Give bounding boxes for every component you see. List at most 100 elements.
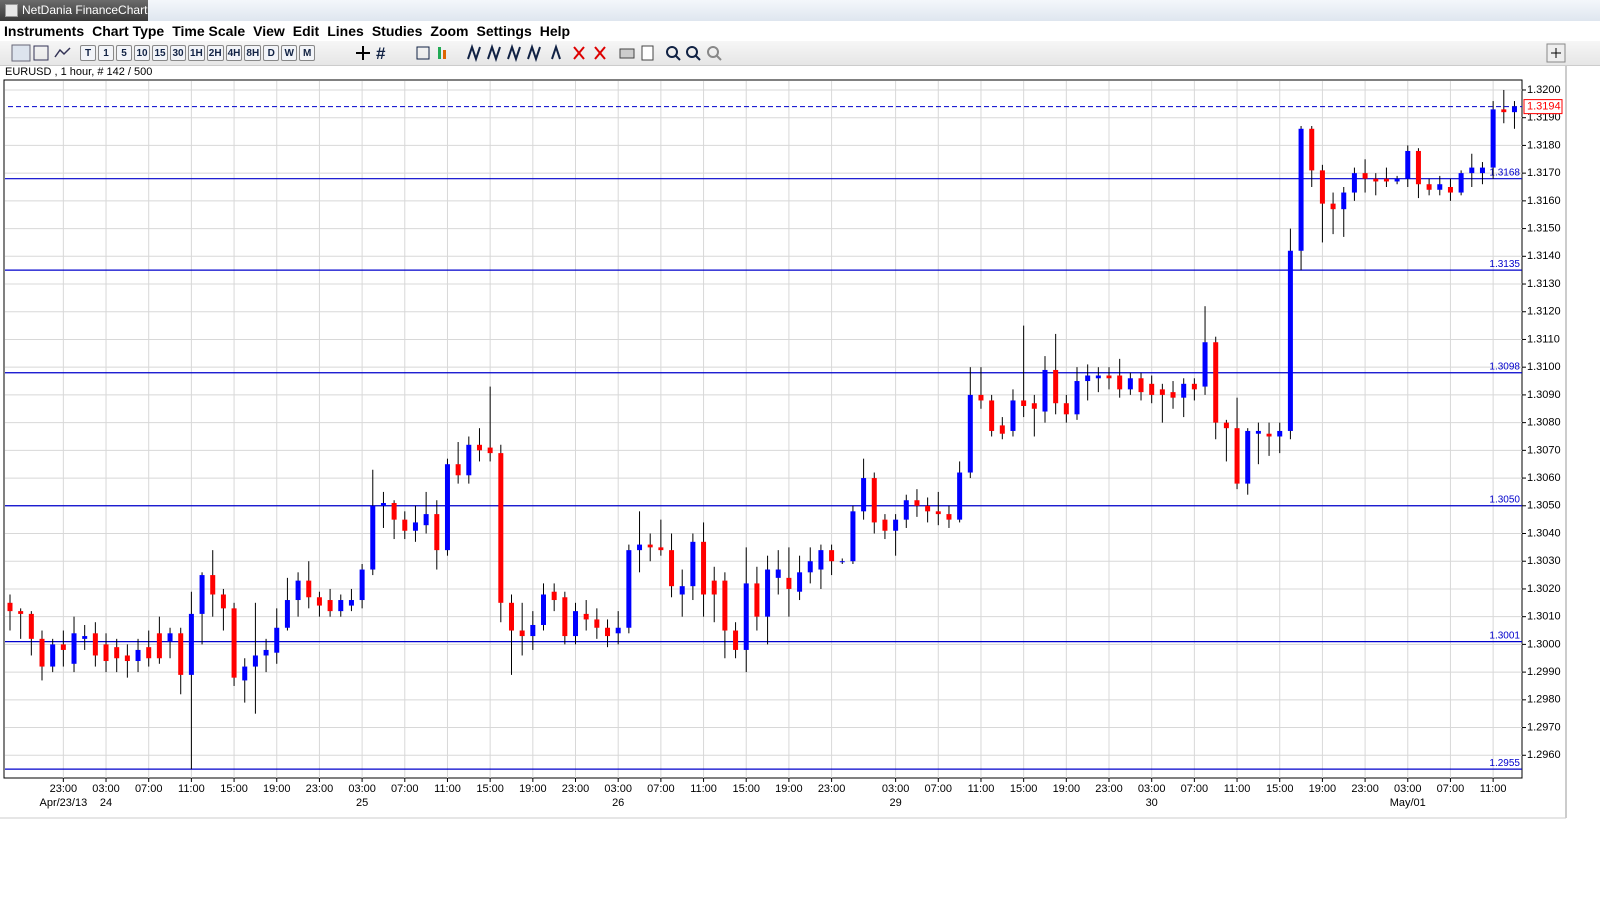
candle-body (1479, 167, 1485, 174)
plot-area (3, 79, 1523, 779)
candle-body (1202, 342, 1208, 387)
x-tick-label: 23:00 (818, 783, 846, 795)
candle-body (861, 478, 867, 512)
menu-item[interactable]: Zoom (430, 23, 469, 39)
timescale-button[interactable]: W (281, 45, 298, 61)
y-tick-label: 1.3030 (1527, 555, 1561, 567)
candle-body (1191, 383, 1197, 390)
candle-body (359, 569, 365, 601)
last-price-label: 1.3194 (1527, 101, 1561, 113)
candle-body (690, 541, 696, 587)
candle-body (829, 550, 835, 562)
candle-body (338, 600, 344, 612)
menu-item[interactable]: Studies (371, 23, 423, 39)
x-tick-label: 15:00 (732, 783, 760, 795)
y-tick-label: 1.3190 (1527, 112, 1561, 124)
x-tick-label: 19:00 (775, 783, 803, 795)
x-tick-label: 11:00 (968, 783, 995, 795)
menu-item[interactable]: Help (539, 23, 571, 39)
candle-body (1149, 383, 1155, 395)
candle-body (679, 586, 685, 595)
x-tick-label: 07:00 (135, 783, 163, 795)
x-tick-label: 11:00 (690, 783, 717, 795)
candle-body (978, 394, 984, 401)
candle-body (476, 444, 482, 451)
candle-body (658, 547, 664, 551)
candle-body (1383, 178, 1389, 182)
timescale-button[interactable]: 1 (98, 45, 114, 61)
candle-body (1245, 430, 1251, 484)
level-label: 1.3168 (1489, 167, 1520, 178)
candle-body (1309, 128, 1315, 171)
timescale-button[interactable]: 2H (206, 45, 224, 61)
candle-body (1319, 170, 1325, 204)
candle-body (573, 611, 579, 637)
candle-body (541, 594, 546, 625)
candle-body (220, 594, 226, 609)
candle-body (1127, 378, 1133, 390)
menu-item[interactable]: Chart Type (92, 23, 165, 39)
candle-body (551, 591, 557, 601)
timescale-button[interactable]: 1H (188, 45, 205, 61)
timescale-button[interactable]: 5 (116, 45, 132, 61)
symbol-info: EURUSD , 1 hour, # 142 / 500 (5, 66, 153, 78)
timescale-button[interactable]: 4H (225, 45, 243, 61)
x-tick-label: 19:00 (263, 783, 291, 795)
candle-body (519, 630, 525, 637)
menu-item[interactable]: Edit (292, 23, 320, 39)
candle-body (7, 602, 13, 612)
tool-icon (11, 44, 31, 62)
timescale-button[interactable]: T (80, 45, 96, 61)
candle-body (327, 600, 333, 612)
candle-body (103, 644, 109, 662)
date-label: 26 (612, 797, 624, 809)
candle-body (1469, 167, 1475, 174)
y-tick-label: 1.3170 (1527, 167, 1561, 179)
candle-body (669, 550, 675, 587)
candle-body (1234, 428, 1240, 484)
menu-item[interactable]: Lines (327, 23, 364, 39)
menu-item[interactable]: Time Scale (172, 23, 246, 39)
candle-body (1277, 430, 1283, 437)
x-tick-label: 23:00 (1351, 783, 1379, 795)
candle-body (71, 633, 77, 664)
candle-body (92, 633, 98, 656)
candle-body (242, 666, 248, 681)
timescale-button[interactable]: 30 (170, 45, 186, 61)
timescale-button[interactable]: M (299, 45, 316, 61)
title-tab: NetDania FinanceChart (0, 0, 148, 21)
panel-button[interactable] (1546, 43, 1566, 63)
candle-body (380, 503, 386, 506)
candle-body (1085, 375, 1091, 382)
candle-body (82, 636, 88, 639)
timescale-button[interactable]: 10 (134, 45, 150, 61)
candle-body (871, 478, 877, 523)
y-tick-label: 1.3200 (1527, 84, 1561, 96)
candle-body (1287, 250, 1293, 431)
candle-body (412, 522, 418, 531)
candle-body (1341, 192, 1347, 210)
toolbar: T 1 5 10 15 30 1H 2H 4H 8H D W M # (0, 41, 1600, 66)
tool-icon (54, 47, 71, 58)
y-tick-label: 1.3010 (1527, 611, 1561, 623)
candle-body (146, 647, 152, 659)
date-label: 24 (100, 797, 112, 809)
x-tick-label: 03:00 (604, 783, 632, 795)
candle-body (711, 580, 717, 595)
candle-body (615, 627, 621, 634)
timescale-button[interactable]: 15 (152, 45, 168, 61)
menu-item[interactable]: Settings (476, 23, 532, 39)
timescale-button[interactable]: D (263, 45, 280, 61)
candle-body (423, 514, 429, 526)
menu-item[interactable]: View (253, 23, 285, 39)
timescale-button[interactable]: 8H (244, 45, 262, 61)
x-tick-label: 19:00 (1309, 783, 1337, 795)
menu-item[interactable]: Instruments (4, 23, 85, 39)
date-label: Apr/23/13 (39, 797, 87, 809)
candle-body (1458, 173, 1464, 193)
candle-body (925, 505, 931, 512)
window-title: NetDania FinanceChart (22, 3, 148, 17)
candle-body (50, 644, 56, 667)
x-tick-label: 11:00 (178, 783, 205, 795)
timescale-buttons: T 1 5 10 15 30 1H 2H 4H 8H D W M (80, 45, 316, 61)
